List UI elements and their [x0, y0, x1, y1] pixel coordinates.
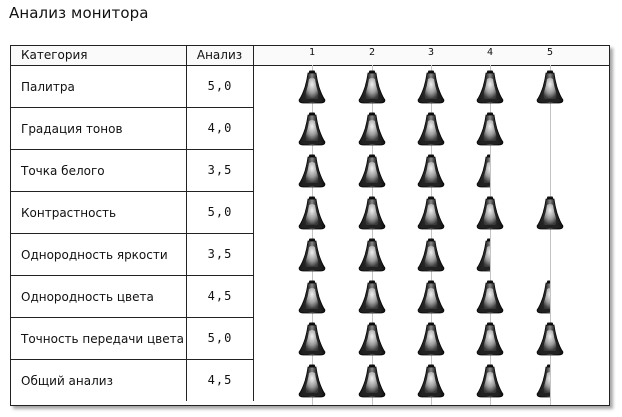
- score-value: 4,5: [187, 360, 254, 401]
- bell-rating-icon: [298, 112, 326, 146]
- bell-rating-icon: [298, 154, 326, 188]
- table-header: Категория Анализ 1 2 3 4 5: [11, 46, 609, 66]
- scale-gridline: [490, 65, 491, 405]
- scale-tick-2: 2: [368, 47, 376, 58]
- bell-rating-icon: [417, 70, 445, 104]
- category-cell: Точка белого: [11, 150, 187, 192]
- column-divider: [186, 46, 187, 65]
- table-row: Однородность цвета 4,5: [11, 276, 609, 318]
- bell-rating-icon: [536, 322, 564, 356]
- bell-rating-icon: [358, 322, 386, 356]
- category-label: Общий анализ: [21, 374, 113, 388]
- rating-bells: [254, 318, 609, 360]
- table-row: Общий анализ 4,5: [11, 360, 609, 402]
- score-value: 5,0: [187, 318, 254, 360]
- table-row: Точка белого 3,5: [11, 150, 609, 192]
- category-label: Однородность яркости: [21, 248, 168, 262]
- bell-rating-icon: [358, 70, 386, 104]
- table-row: Градация тонов 4,0: [11, 108, 609, 150]
- rating-bells: [254, 150, 609, 192]
- rating-bells: [254, 66, 609, 108]
- score-value: 3,5: [187, 150, 254, 192]
- category-cell: Точность передачи цвета: [11, 318, 187, 360]
- table-row: Однородность яркости 3,5: [11, 234, 609, 276]
- score-value: 5,0: [187, 192, 254, 234]
- category-label: Контрастность: [21, 206, 117, 220]
- scale-tick-1: 1: [308, 47, 316, 58]
- bell-rating-icon: [476, 112, 504, 146]
- bell-rating-icon: [417, 280, 445, 314]
- rating-bells: [254, 192, 609, 234]
- bell-rating-icon: [298, 196, 326, 230]
- table-row: Точность передачи цвета 5,0: [11, 318, 609, 360]
- table-row: Контрастность 5,0: [11, 192, 609, 234]
- scale-gridline: [312, 65, 313, 405]
- category-label: Однородность цвета: [21, 290, 154, 304]
- bell-rating-icon: [358, 280, 386, 314]
- scale-tick-3: 3: [427, 47, 435, 58]
- bell-rating-icon: [298, 70, 326, 104]
- bell-rating-icon: [417, 112, 445, 146]
- table-row: Палитра 5,0: [11, 66, 609, 108]
- bell-rating-icon: [298, 364, 326, 398]
- page-title: Анализ монитора: [9, 4, 149, 22]
- bell-rating-icon: [417, 154, 445, 188]
- category-column-header: Категория: [21, 48, 88, 62]
- category-cell: Контрастность: [11, 192, 187, 234]
- scale-gridline: [372, 65, 373, 405]
- bell-rating-icon: [298, 238, 326, 272]
- bell-rating-icon: [417, 196, 445, 230]
- category-cell: Однородность цвета: [11, 276, 187, 318]
- rating-bells: [254, 108, 609, 150]
- bell-rating-icon: [358, 112, 386, 146]
- bell-rating-icon: [476, 196, 504, 230]
- scale-gridline: [550, 65, 551, 405]
- category-label: Точность передачи цвета: [21, 332, 184, 346]
- category-label: Точка белого: [21, 164, 105, 178]
- score-value: 3,5: [187, 234, 254, 276]
- score-value: 4,5: [187, 276, 254, 318]
- scale-gridline: [431, 65, 432, 405]
- category-cell: Палитра: [11, 66, 187, 108]
- category-cell: Градация тонов: [11, 108, 187, 150]
- half-bell-rating-icon: [476, 154, 490, 188]
- category-label: Градация тонов: [21, 122, 123, 136]
- bell-rating-icon: [417, 238, 445, 272]
- bell-rating-icon: [536, 196, 564, 230]
- scale-tick-5: 5: [546, 47, 554, 58]
- bell-rating-icon: [358, 238, 386, 272]
- bell-rating-icon: [358, 196, 386, 230]
- bell-rating-icon: [476, 322, 504, 356]
- bell-rating-icon: [417, 364, 445, 398]
- score-value: 4,0: [187, 108, 254, 150]
- score-column-header: Анализ: [196, 48, 243, 62]
- bell-rating-icon: [358, 154, 386, 188]
- bell-rating-icon: [476, 280, 504, 314]
- category-cell: Однородность яркости: [11, 234, 187, 276]
- rating-bells: [254, 234, 609, 276]
- half-bell-rating-icon: [536, 280, 550, 314]
- half-bell-rating-icon: [536, 364, 550, 398]
- scale-tick-4: 4: [486, 47, 494, 58]
- category-cell: Общий анализ: [11, 360, 187, 401]
- bell-rating-icon: [358, 364, 386, 398]
- bell-rating-icon: [298, 322, 326, 356]
- bell-rating-icon: [417, 322, 445, 356]
- bell-rating-icon: [476, 70, 504, 104]
- bell-rating-icon: [536, 70, 564, 104]
- score-value: 5,0: [187, 66, 254, 108]
- half-bell-rating-icon: [476, 238, 490, 272]
- rating-bells: [254, 360, 609, 402]
- column-divider: [253, 46, 254, 65]
- category-label: Палитра: [21, 80, 75, 94]
- rating-bells: [254, 276, 609, 318]
- bell-rating-icon: [298, 280, 326, 314]
- bell-rating-icon: [476, 364, 504, 398]
